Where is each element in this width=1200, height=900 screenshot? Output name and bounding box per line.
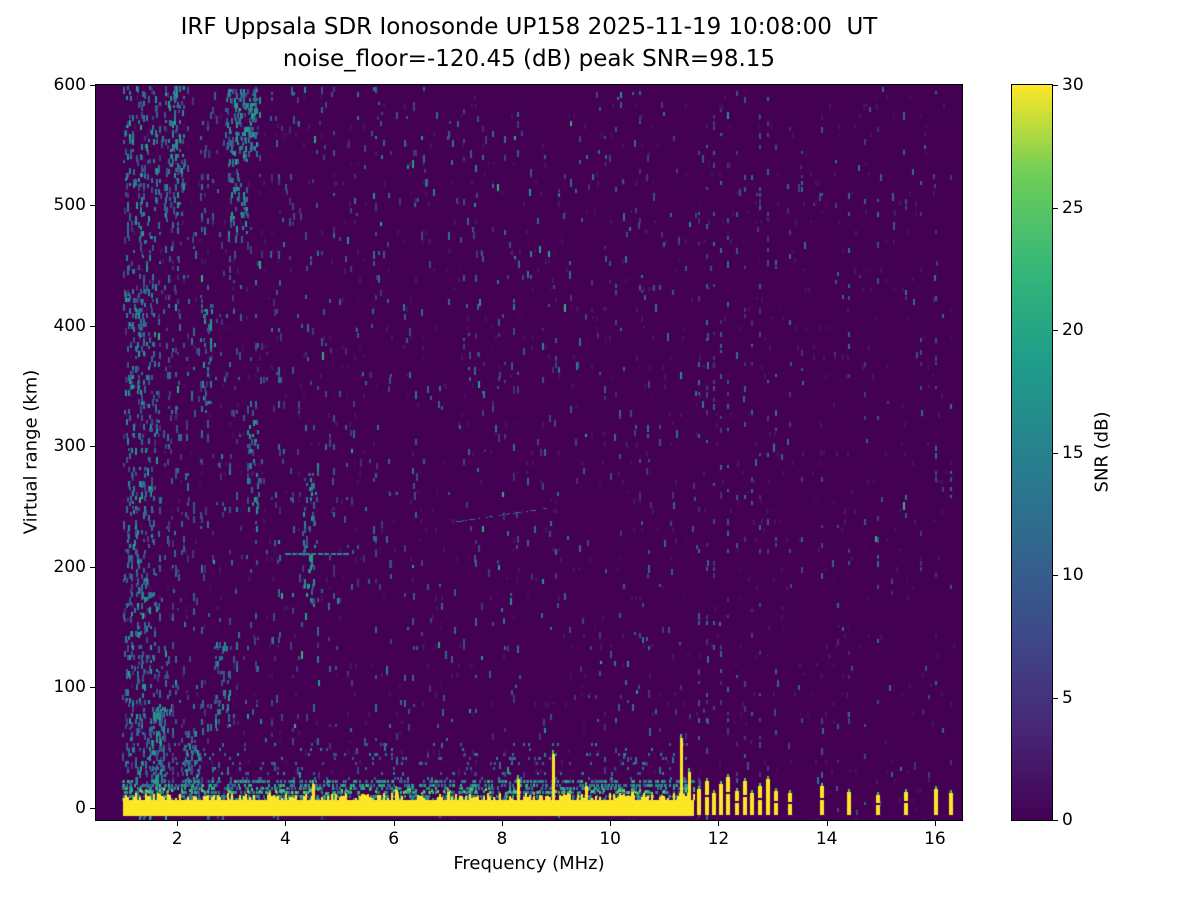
y-tick-mark [90, 566, 95, 568]
plot-area [95, 84, 963, 821]
y-tick-label: 100 [53, 677, 86, 698]
colorbar-tick-mark [1053, 452, 1058, 454]
chart-title-line2: noise_floor=-120.45 (dB) peak SNR=98.15 [282, 46, 776, 72]
colorbar-tick-mark [1053, 697, 1058, 699]
colorbar-tick-label: 20 [1062, 320, 1084, 340]
y-tick-mark [90, 325, 95, 327]
colorbar-tick-mark [1053, 820, 1058, 821]
x-tick-mark [934, 821, 936, 826]
colorbar-gradient-canvas [1012, 85, 1052, 820]
ionogram-heatmap-canvas [96, 85, 962, 820]
y-tick-label: 400 [53, 315, 86, 336]
x-tick-mark [610, 821, 612, 826]
colorbar-tick-label: 15 [1062, 442, 1084, 463]
colorbar-tick-label: 0 [1062, 810, 1073, 830]
x-tick-mark [177, 821, 179, 826]
colorbar-label: SNR (dB) [1091, 411, 1113, 493]
y-tick-mark [90, 446, 95, 448]
y-tick-mark [90, 85, 95, 86]
y-tick-label: 500 [53, 195, 86, 216]
x-tick-mark [718, 821, 720, 826]
x-tick-label: 14 [815, 829, 838, 849]
x-tick-mark [501, 821, 503, 826]
colorbar-tick-mark [1053, 575, 1058, 576]
y-tick-mark [90, 807, 95, 809]
x-tick-label: 10 [599, 829, 621, 849]
x-tick-label: 12 [707, 829, 730, 849]
x-tick-mark [285, 821, 287, 826]
y-tick-mark [90, 205, 95, 207]
colorbar [1011, 84, 1053, 821]
x-tick-label: 4 [280, 829, 291, 849]
colorbar-tick-mark [1053, 85, 1058, 86]
x-axis-label: Frequency (MHz) [453, 853, 605, 874]
x-tick-label: 6 [388, 829, 400, 849]
y-tick-label: 200 [53, 556, 86, 577]
colorbar-tick-mark [1053, 207, 1058, 209]
x-tick-label: 8 [496, 829, 508, 849]
y-tick-label: 300 [53, 436, 86, 457]
x-tick-mark [826, 821, 828, 826]
y-tick-mark [90, 687, 95, 689]
colorbar-tick-label: 5 [1062, 687, 1073, 708]
colorbar-tick-mark [1053, 330, 1058, 331]
colorbar-tick-label: 30 [1062, 75, 1084, 95]
chart-title-line1: IRF Uppsala SDR Ionosonde UP158 2025-11-… [180, 14, 878, 40]
x-tick-label: 2 [171, 829, 183, 849]
colorbar-tick-label: 10 [1062, 565, 1084, 585]
x-tick-label: 16 [924, 829, 946, 849]
y-tick-label: 600 [53, 75, 86, 95]
colorbar-tick-label: 25 [1062, 197, 1084, 218]
x-tick-mark [393, 821, 395, 826]
y-tick-label: 0 [75, 797, 86, 818]
